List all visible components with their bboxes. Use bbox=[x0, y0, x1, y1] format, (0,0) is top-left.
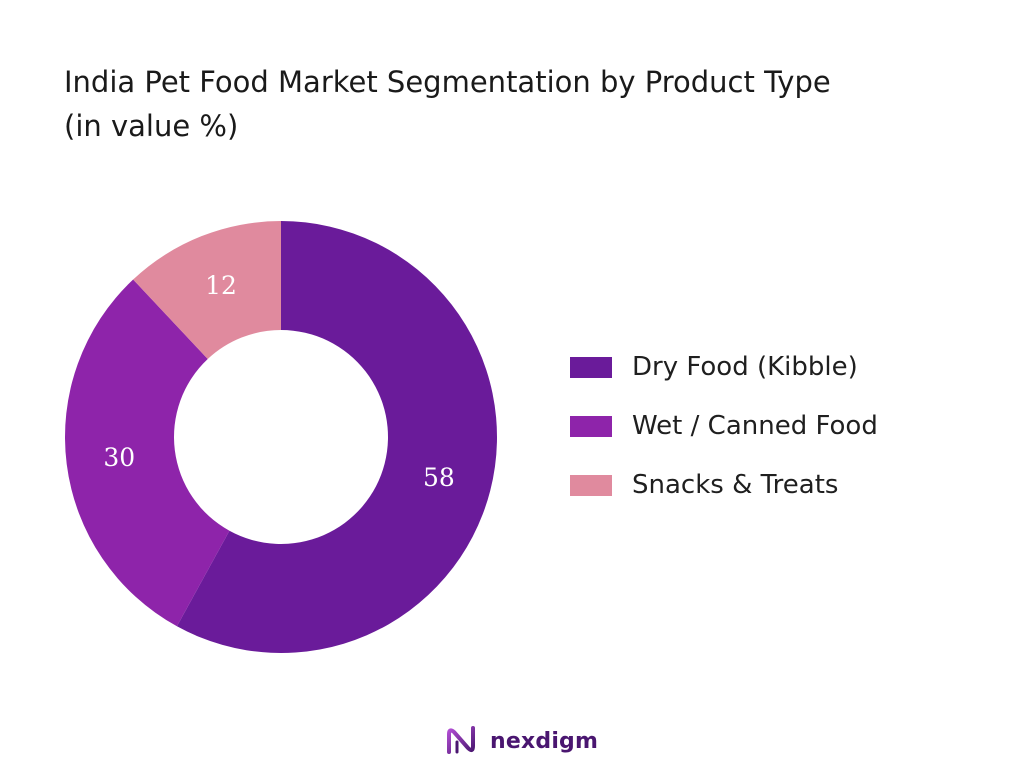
brand-footer: nexdigm bbox=[444, 722, 598, 760]
legend-swatch-dry-food bbox=[570, 356, 612, 378]
chart-title-line-1: India Pet Food Market Segmentation by Pr… bbox=[64, 65, 831, 99]
legend-item-wet-canned-food: Wet / Canned Food bbox=[570, 405, 878, 447]
nexdigm-logo-icon bbox=[447, 726, 475, 754]
donut-chart: 58 30 12 bbox=[64, 221, 497, 653]
brand-name: nexdigm bbox=[490, 728, 599, 754]
legend-label-wet-canned-food: Wet / Canned Food bbox=[632, 411, 878, 441]
donut-slice-dry-food-kibble bbox=[176, 221, 497, 653]
legend-swatch-wet-canned-food bbox=[570, 415, 612, 437]
legend-swatch-snacks-treats bbox=[570, 474, 612, 496]
donut-slice-wet-canned-food bbox=[64, 279, 230, 627]
data-label-snacks-treats: 12 bbox=[205, 271, 237, 300]
donut-data-labels: 58 30 12 bbox=[103, 271, 454, 492]
chart-title-line-2: (in value %) bbox=[64, 109, 239, 143]
chart-title: India Pet Food Market Segmentation by Pr… bbox=[64, 60, 964, 148]
data-label-wet-canned-food: 30 bbox=[103, 443, 135, 472]
donut-slice-snacks-treats bbox=[133, 221, 281, 360]
legend-item-dry-food: Dry Food (Kibble) bbox=[570, 346, 878, 388]
data-label-dry-food-kibble: 58 bbox=[423, 463, 455, 492]
legend-item-snacks-treats: Snacks & Treats bbox=[570, 464, 878, 506]
legend-label-snacks-treats: Snacks & Treats bbox=[632, 470, 839, 500]
legend: Dry Food (Kibble) Wet / Canned Food Snac… bbox=[570, 346, 878, 523]
donut-slices bbox=[64, 221, 497, 653]
legend-label-dry-food: Dry Food (Kibble) bbox=[632, 352, 858, 382]
